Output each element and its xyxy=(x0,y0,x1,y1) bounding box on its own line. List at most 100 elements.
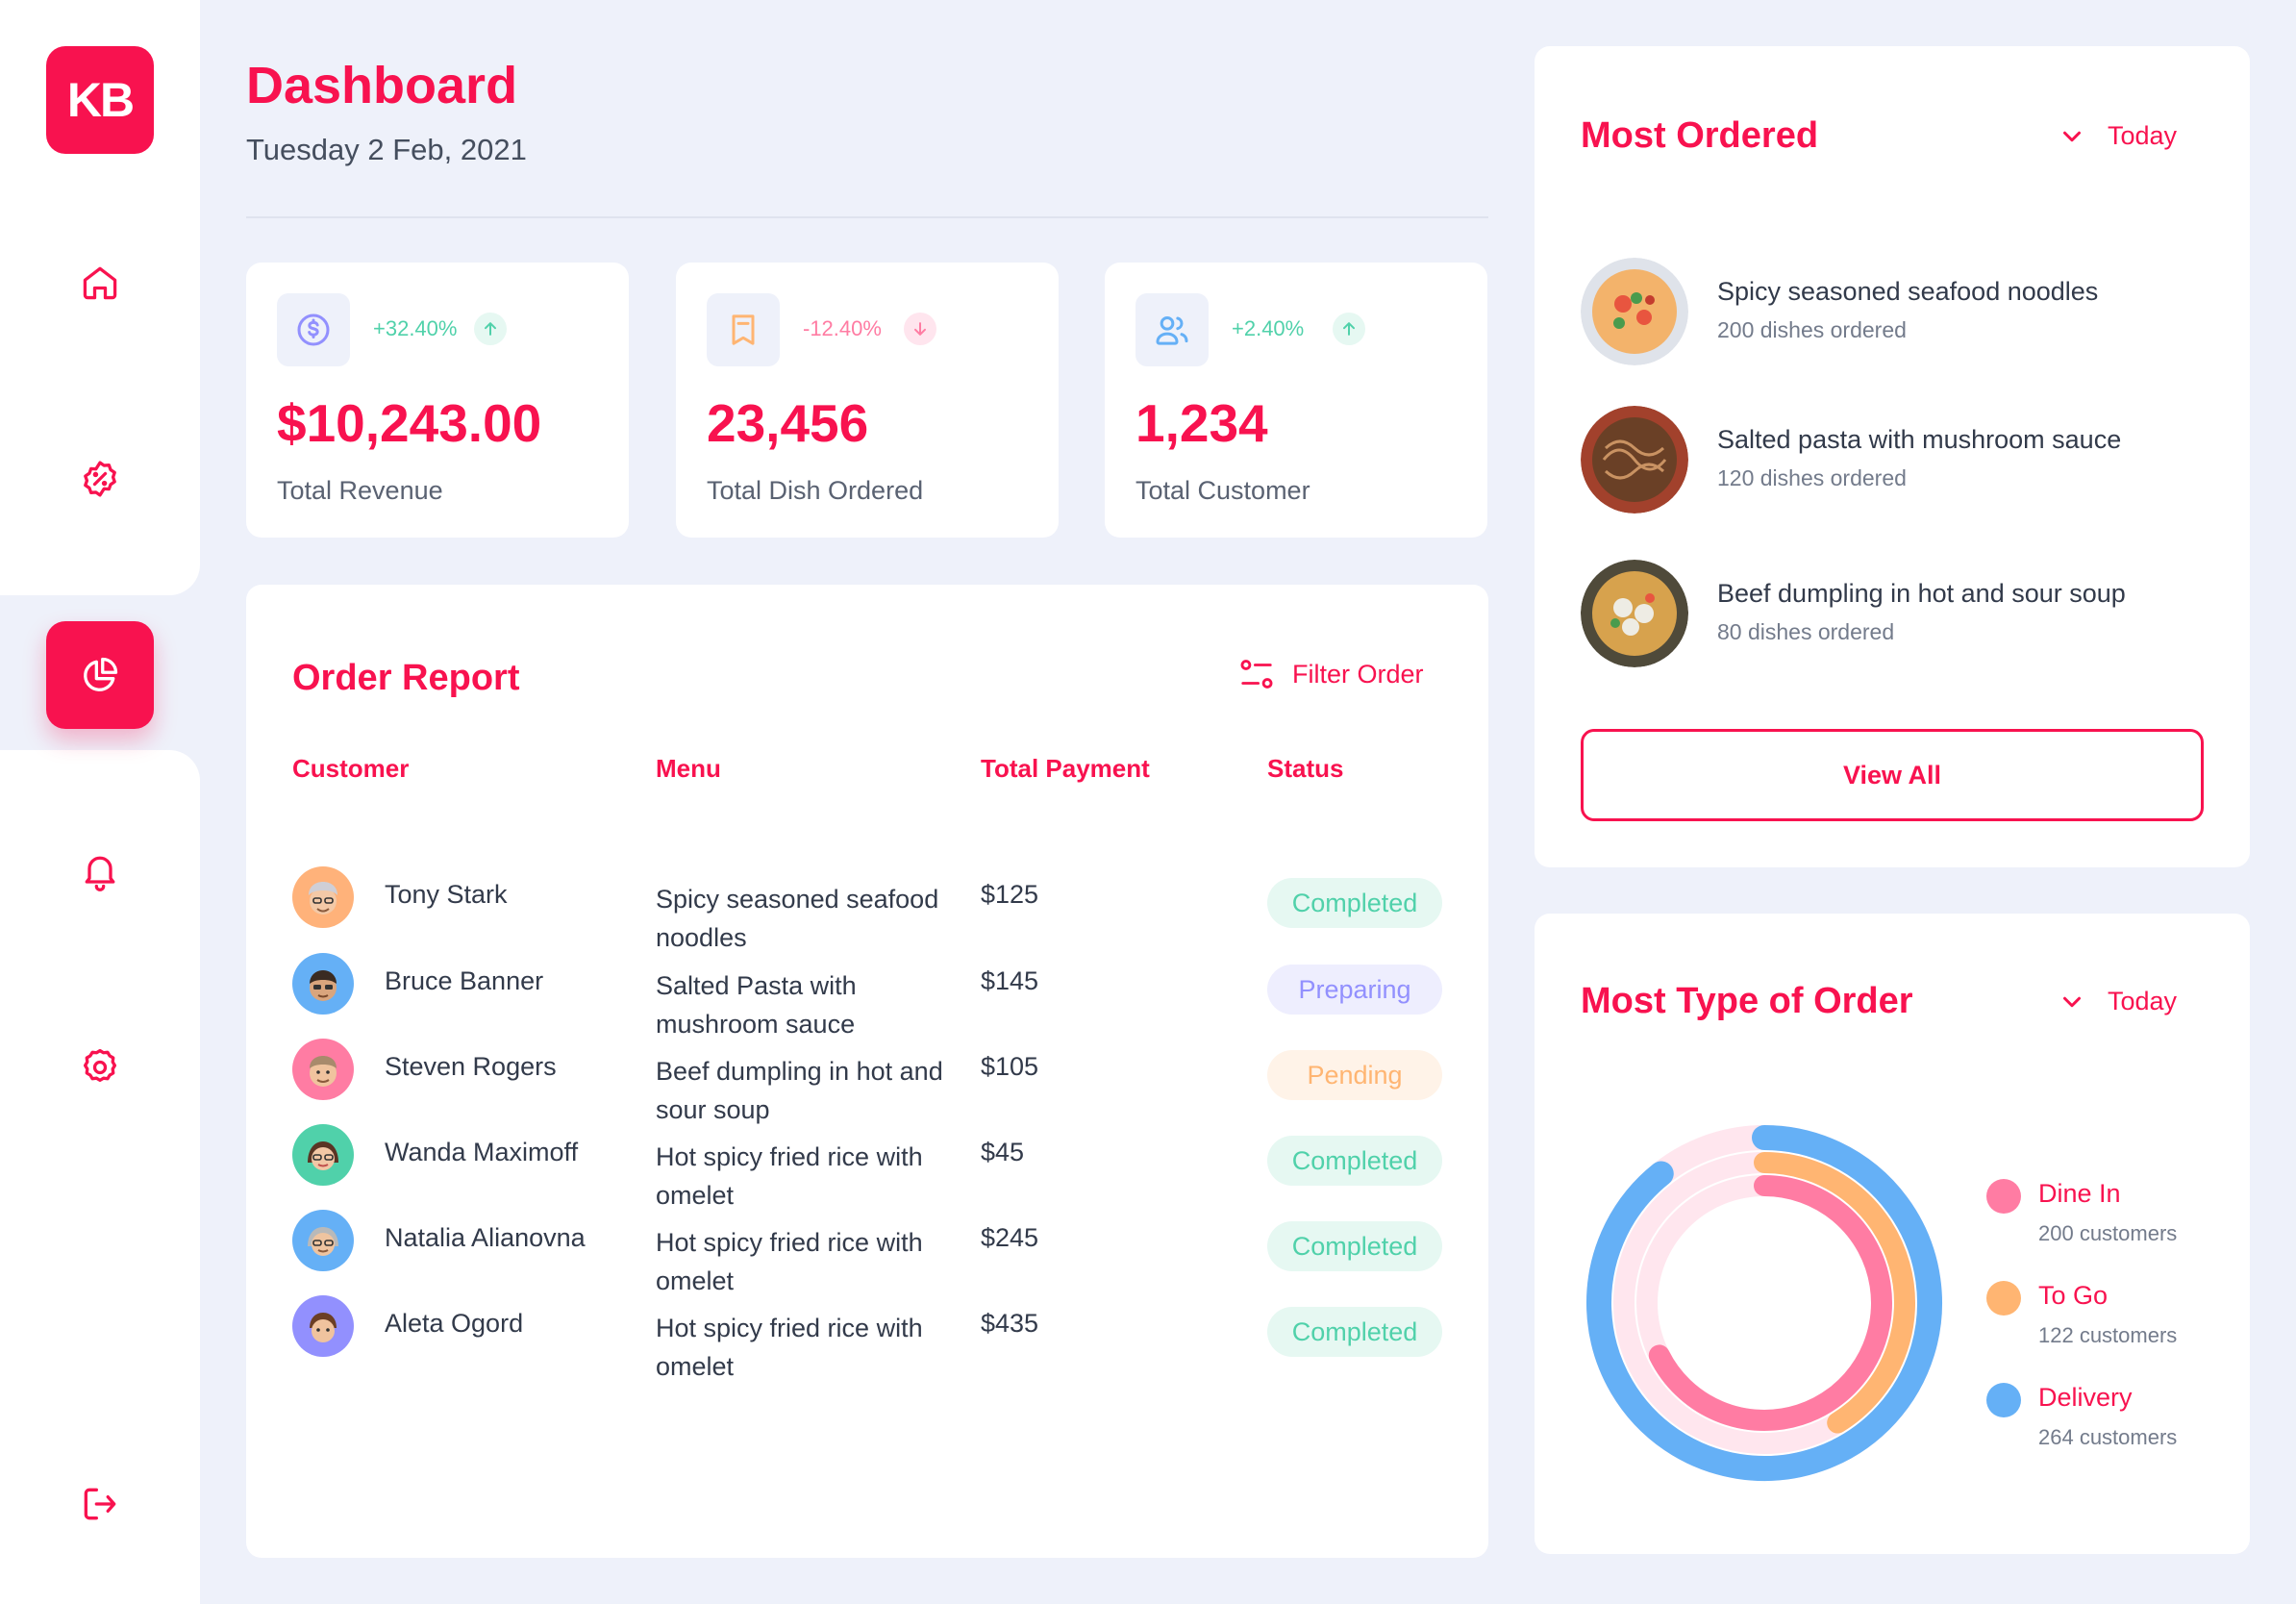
trend-up-icon xyxy=(1333,313,1365,345)
period-label: Today xyxy=(2107,121,2177,150)
avatar xyxy=(292,1295,354,1357)
bell-icon xyxy=(85,856,115,891)
dish-count: 200 dishes ordered xyxy=(1717,317,1907,342)
most-ordered-title: Most Ordered xyxy=(1581,115,1819,156)
customer-name: Aleta Ogord xyxy=(385,1309,524,1338)
dish-name: Salted pasta with mushroom sauce xyxy=(1717,425,2122,454)
column-header-payment[interactable]: Total Payment xyxy=(981,754,1150,783)
users-icon xyxy=(1156,316,1188,345)
most-ordered-item[interactable]: Beef dumpling in hot and sour soup 80 di… xyxy=(1581,560,2215,675)
logo[interactable]: KB xyxy=(46,46,154,154)
legend-name: To Go xyxy=(2038,1281,2109,1310)
customer-name: Natalia Alianovna xyxy=(385,1223,586,1252)
column-header-menu[interactable]: Menu xyxy=(656,754,721,783)
stat-card-dishes: -12.40% 23,456 Total Dish Ordered xyxy=(676,263,1059,538)
avatar xyxy=(292,953,354,1015)
avatar xyxy=(292,1039,354,1100)
order-report-card: Order Report Filter Order Customer Menu … xyxy=(246,585,1488,1558)
nav-home[interactable] xyxy=(46,229,154,337)
legend-count: 264 customers xyxy=(2038,1425,2178,1449)
stat-value: 23,456 xyxy=(707,393,869,453)
gear-icon xyxy=(83,1048,117,1083)
customer-name: Steven Rogers xyxy=(385,1052,557,1081)
legend-dot xyxy=(1986,1179,2021,1214)
stat-change: -12.40% xyxy=(803,316,882,340)
legend-dine-in: Dine In 200 customers xyxy=(1986,1173,2236,1250)
nav-analytics[interactable] xyxy=(46,621,154,729)
table-row[interactable]: Bruce Banner Salted Pasta with mushroom … xyxy=(246,953,1488,1084)
stat-card-customers: +2.40% 1,234 Total Customer xyxy=(1105,263,1487,538)
logo-text: KB xyxy=(66,73,135,127)
customer-name: Wanda Maximoff xyxy=(385,1138,579,1166)
nav-settings[interactable] xyxy=(46,1014,154,1121)
dish-count: 80 dishes ordered xyxy=(1717,619,1895,644)
status-badge: Completed xyxy=(1267,1136,1442,1186)
page-title: Dashboard xyxy=(246,57,518,114)
logout-icon xyxy=(84,1488,116,1520)
legend-count: 122 customers xyxy=(2038,1323,2178,1347)
total-payment: $45 xyxy=(981,1138,1025,1166)
sidebar-bottom xyxy=(0,750,200,1604)
menu-item: Hot spicy fried rice with omelet xyxy=(656,1142,923,1210)
stat-value: $10,243.00 xyxy=(277,393,542,453)
total-payment: $435 xyxy=(981,1309,1039,1338)
menu-item: Beef dumpling in hot and sour soup xyxy=(656,1057,943,1124)
filter-icon xyxy=(1240,660,1273,689)
status-badge: Completed xyxy=(1267,1307,1442,1357)
dish-count: 120 dishes ordered xyxy=(1717,465,1907,490)
nav-discount[interactable] xyxy=(46,425,154,533)
table-row[interactable]: Wanda Maximoff Hot spicy fried rice with… xyxy=(246,1124,1488,1255)
stat-value: 1,234 xyxy=(1136,393,1268,453)
period-label: Today xyxy=(2107,987,2177,1015)
ring-arc-to-go xyxy=(1754,1152,1915,1434)
status-badge: Completed xyxy=(1267,1221,1442,1271)
status-badge: Completed xyxy=(1267,878,1442,928)
total-payment: $125 xyxy=(981,880,1039,909)
most-ordered-item[interactable]: Spicy seasoned seafood noodles 200 dishe… xyxy=(1581,258,2215,373)
menu-item: Hot spicy fried rice with omelet xyxy=(656,1314,923,1381)
status-badge: Pending xyxy=(1267,1050,1442,1100)
total-payment: $105 xyxy=(981,1052,1039,1081)
stat-change: +2.40% xyxy=(1232,316,1305,340)
menu-item: Salted Pasta with mushroom sauce xyxy=(656,971,857,1039)
ring-arc-delivery xyxy=(1586,1125,1942,1481)
nav-notifications[interactable] xyxy=(46,817,154,925)
stat-label: Total Dish Ordered xyxy=(707,476,924,505)
most-ordered-period-dropdown[interactable]: Today xyxy=(2058,121,2177,151)
dish-image xyxy=(1581,560,1688,667)
chevron-down-icon xyxy=(2062,131,2081,141)
table-row[interactable]: Natalia Alianovna Hot spicy fried rice w… xyxy=(246,1210,1488,1341)
most-ordered-card: Most Ordered Today Spicy seasoned seafoo… xyxy=(1535,46,2250,867)
customer-name: Tony Stark xyxy=(385,880,508,909)
stat-card-revenue: +32.40% $10,243.00 Total Revenue xyxy=(246,263,629,538)
stat-icon-box xyxy=(1136,293,1209,366)
column-header-status[interactable]: Status xyxy=(1267,754,1344,783)
stat-label: Total Revenue xyxy=(277,476,443,505)
stat-change: +32.40% xyxy=(373,316,458,340)
view-all-button[interactable]: View All xyxy=(1581,729,2204,821)
table-row[interactable]: Tony Stark Spicy seasoned seafood noodle… xyxy=(246,866,1488,997)
filter-order-button[interactable]: Filter Order xyxy=(1238,656,1424,692)
pie-chart-icon xyxy=(84,657,118,691)
stat-icon-box xyxy=(277,293,350,366)
dish-name: Beef dumpling in hot and sour soup xyxy=(1717,579,2126,608)
most-ordered-item[interactable]: Salted pasta with mushroom sauce 120 dis… xyxy=(1581,406,2215,521)
avatar xyxy=(292,1124,354,1186)
dollar-icon xyxy=(297,313,330,346)
table-row[interactable]: Steven Rogers Beef dumpling in hot and s… xyxy=(246,1039,1488,1169)
customer-name: Bruce Banner xyxy=(385,966,544,995)
most-type-title: Most Type of Order xyxy=(1581,981,1913,1021)
trend-down-icon xyxy=(904,313,936,345)
column-header-customer[interactable]: Customer xyxy=(292,754,410,783)
most-type-period-dropdown[interactable]: Today xyxy=(2058,987,2177,1016)
order-type-radial-chart xyxy=(1586,1125,1942,1481)
legend-count: 200 customers xyxy=(2038,1221,2178,1245)
nav-logout[interactable] xyxy=(46,1450,154,1558)
discount-icon xyxy=(84,461,116,497)
legend-dot xyxy=(1986,1383,2021,1417)
avatar xyxy=(292,866,354,928)
avatar xyxy=(292,1210,354,1271)
table-row[interactable]: Aleta Ogord Hot spicy fried rice with om… xyxy=(246,1295,1488,1426)
chevron-down-icon xyxy=(2062,996,2081,1007)
legend-to-go: To Go 122 customers xyxy=(1986,1275,2236,1352)
